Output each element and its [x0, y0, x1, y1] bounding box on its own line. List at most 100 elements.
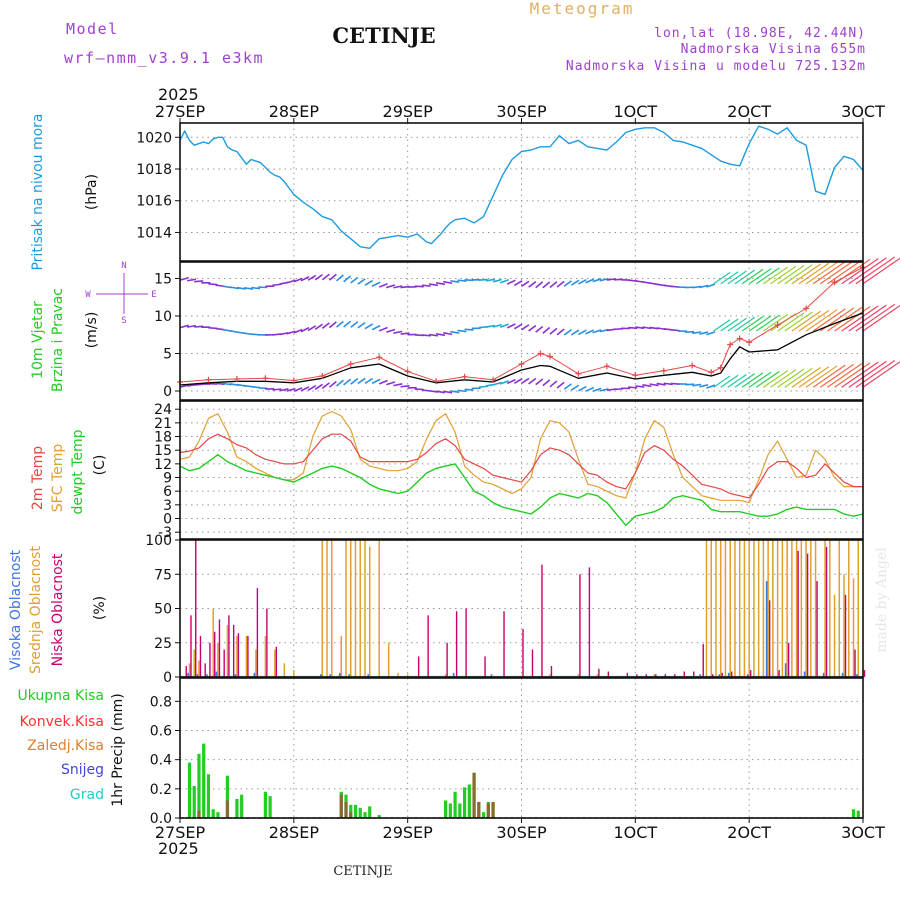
ytick-label-temperature: 24 [154, 402, 172, 418]
wind-barb [378, 326, 388, 332]
low-cloud-bar [190, 615, 192, 677]
wind-barb [692, 383, 702, 387]
wind-barb [556, 280, 565, 288]
wind-gust-marker [575, 370, 582, 377]
total-precip-bar [187, 762, 192, 818]
mid-cloud-bar [753, 540, 755, 677]
low-cloud-bar [275, 646, 278, 677]
wind-barb [656, 382, 666, 386]
wind-barb [443, 280, 453, 285]
meteogram-title: Meteogram [530, 0, 635, 18]
wind-barb [848, 360, 887, 388]
mid-cloud-bar [198, 660, 200, 677]
wind-barb [578, 278, 587, 285]
xtick-label-top: 2OCT [727, 102, 771, 121]
mid-cloud-bar [331, 540, 333, 677]
temp-ylabel-dew: dewpt Temp [70, 429, 86, 514]
wind-barb [321, 322, 330, 330]
wind-barb [343, 378, 352, 386]
panel-frame-pressure [179, 122, 864, 262]
panel-frame-temperature [179, 400, 864, 540]
mid-cloud-bar [833, 594, 836, 677]
temp-ylabel: 2m Temp [30, 446, 46, 510]
wind-barb [741, 268, 764, 285]
wind-barb [699, 331, 709, 335]
high-cloud-bar [490, 674, 493, 677]
convective-precip-bar [339, 794, 343, 818]
total-precip-bar [235, 799, 239, 818]
precip-label-snow: Snijeg [61, 762, 104, 778]
ytick-label-wind: 15 [154, 272, 172, 288]
wind-barb [194, 280, 204, 283]
wind-barb [791, 310, 821, 332]
wind-ylabel-sub: Brzina i Pravac [50, 288, 66, 392]
wind-gust-marker [603, 363, 610, 370]
wind-barb [862, 361, 900, 388]
wind-barb [393, 330, 403, 334]
wind-barb [421, 284, 431, 287]
low-cloud-bar [768, 600, 771, 677]
low-cloud-bar [712, 674, 714, 677]
wind-barb [421, 334, 431, 337]
mid-cloud-bar [810, 540, 812, 677]
wind-barb [378, 282, 388, 288]
xtick-label-bottom: 28SEP [269, 823, 320, 842]
wind-gust-marker [736, 335, 743, 342]
wind-gust-marker [262, 375, 269, 382]
wind-barb [599, 388, 609, 392]
wind-unit: (m/s) [84, 312, 100, 349]
footer-station: CETINJE [333, 864, 392, 879]
wind-barb [435, 282, 446, 286]
total-precip-bar [192, 785, 196, 818]
panel-bg-pressure [180, 123, 863, 261]
low-cloud-bar [228, 615, 230, 677]
xtick-label-bottom: 2OCT [727, 823, 771, 842]
wind-barb [499, 380, 509, 385]
low-cloud-bar [223, 649, 225, 677]
wind-barb [286, 279, 296, 284]
mid-cloud-bar [368, 546, 371, 677]
wind-barb [393, 285, 403, 289]
low-cloud-bar [185, 666, 187, 677]
panel-frame-precip [179, 677, 864, 819]
wind-barb [435, 390, 446, 394]
wind-barb [706, 331, 716, 336]
low-cloud-bar [199, 635, 202, 677]
mid-cloud-bar [738, 540, 741, 677]
high-cloud-bar [196, 674, 199, 677]
wind-barb [386, 328, 396, 333]
wind-gust-marker [717, 364, 724, 371]
wind-barb [535, 378, 544, 386]
model-elevation-label: Nadmorska Visina u modelu 725.132m [566, 59, 866, 74]
wind-barb [364, 323, 374, 330]
wind-barb [314, 273, 324, 281]
low-cloud-bar [598, 668, 600, 677]
low-cloud-bar [607, 671, 610, 677]
wind-barb [328, 380, 337, 388]
wind-barb [556, 328, 565, 336]
mid-cloud-bar [274, 649, 276, 677]
ytick-label-precip: 0.4 [150, 753, 172, 769]
wind-gust-marker [537, 350, 544, 357]
wind-barb [592, 387, 602, 392]
high-cloud-bar [215, 671, 218, 677]
wind-barb [635, 385, 645, 388]
wind-barb [798, 366, 830, 388]
wind-barb [812, 261, 846, 285]
high-cloud-bar [253, 672, 256, 677]
total-precip-bar [197, 753, 201, 818]
wind-barb [549, 327, 558, 335]
low-cloud-bar [214, 631, 216, 677]
pressure-unit: (hPa) [84, 174, 100, 210]
lonlat-label: lon,lat (18.98E, 42.44N) [654, 26, 866, 41]
mid-cloud-bar [359, 540, 361, 677]
total-precip-bar [349, 804, 353, 818]
low-cloud-bar [721, 672, 723, 677]
wind-barb [713, 375, 731, 388]
high-cloud-bar [206, 674, 208, 677]
low-cloud-bar [247, 635, 249, 677]
total-precip-bar [453, 791, 457, 818]
wind-barb [343, 320, 352, 328]
mid-cloud-bar [378, 540, 380, 677]
mid-cloud-bar [264, 635, 267, 677]
